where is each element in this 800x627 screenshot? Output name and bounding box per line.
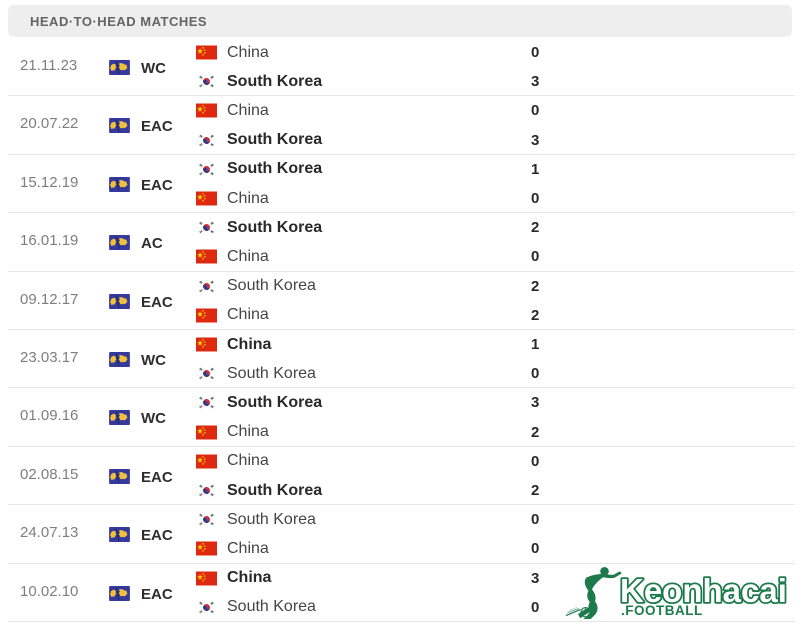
svg-text:.FOOTBALL: .FOOTBALL	[621, 603, 703, 618]
